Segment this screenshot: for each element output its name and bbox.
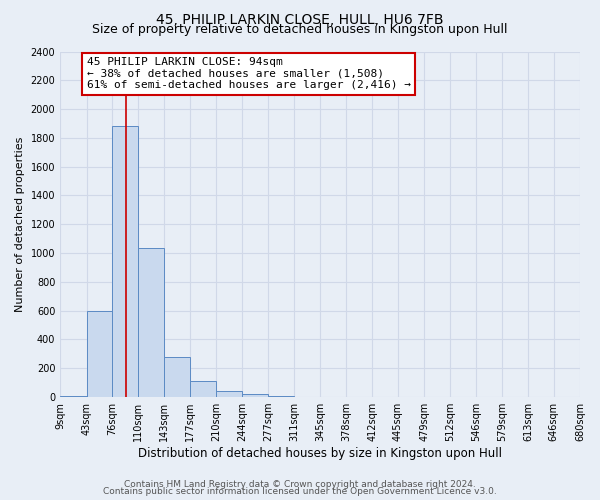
Text: 45, PHILIP LARKIN CLOSE, HULL, HU6 7FB: 45, PHILIP LARKIN CLOSE, HULL, HU6 7FB <box>156 12 444 26</box>
Bar <box>268 396 294 397</box>
Y-axis label: Number of detached properties: Number of detached properties <box>15 136 25 312</box>
Bar <box>86 310 112 397</box>
Text: Contains HM Land Registry data © Crown copyright and database right 2024.: Contains HM Land Registry data © Crown c… <box>124 480 476 489</box>
Bar <box>164 358 190 397</box>
Bar <box>216 390 242 397</box>
Bar <box>112 126 139 397</box>
Bar <box>242 394 268 397</box>
Bar <box>60 396 86 397</box>
X-axis label: Distribution of detached houses by size in Kingston upon Hull: Distribution of detached houses by size … <box>138 447 502 460</box>
Bar <box>190 380 216 397</box>
Bar <box>139 248 164 397</box>
Text: 45 PHILIP LARKIN CLOSE: 94sqm
← 38% of detached houses are smaller (1,508)
61% o: 45 PHILIP LARKIN CLOSE: 94sqm ← 38% of d… <box>86 58 410 90</box>
Text: Size of property relative to detached houses in Kingston upon Hull: Size of property relative to detached ho… <box>92 22 508 36</box>
Text: Contains public sector information licensed under the Open Government Licence v3: Contains public sector information licen… <box>103 488 497 496</box>
